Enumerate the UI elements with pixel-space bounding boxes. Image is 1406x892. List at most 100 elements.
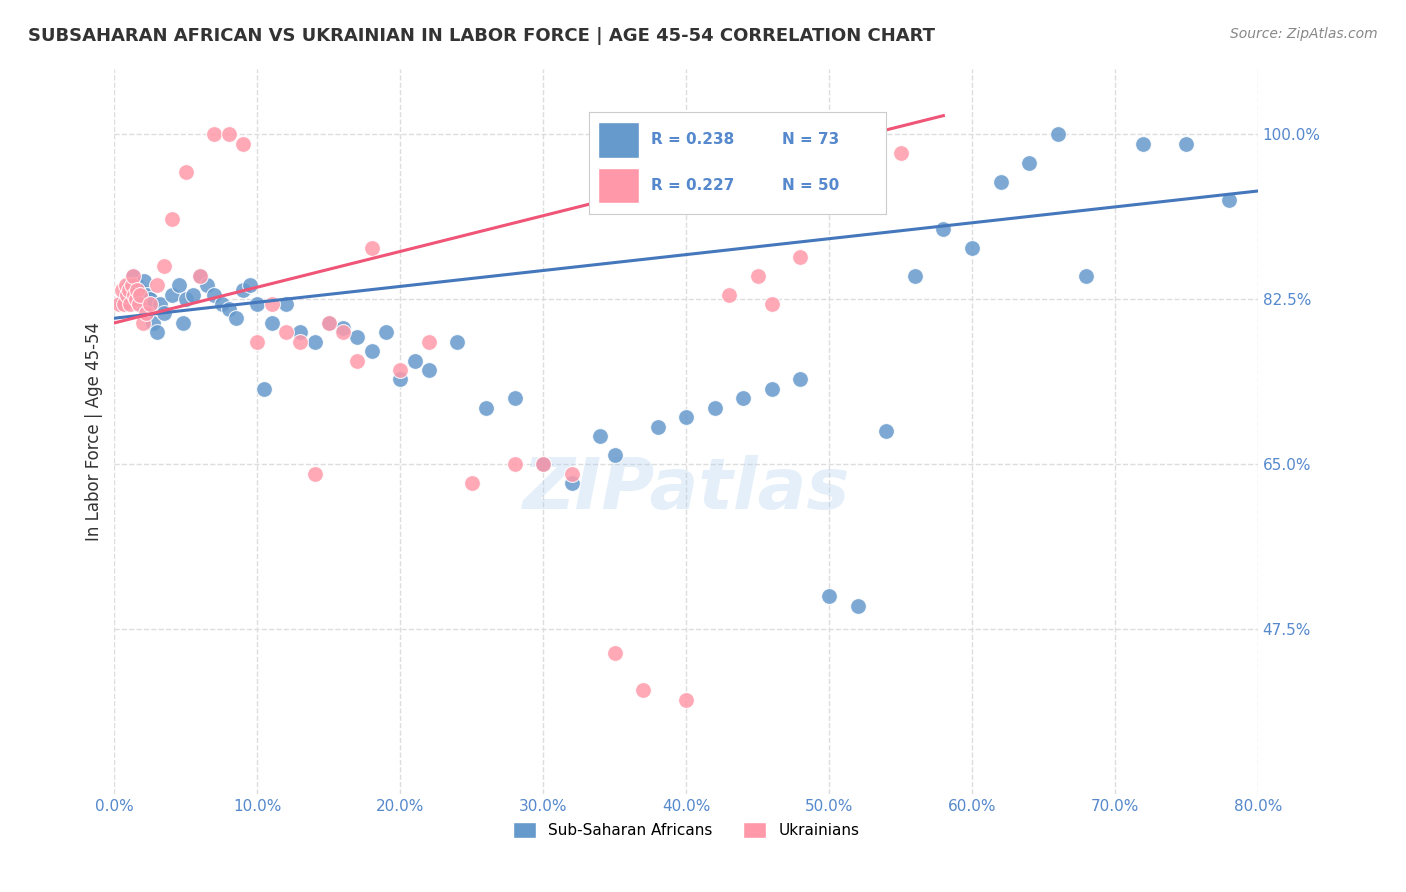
Point — [125, 293, 148, 307]
Point — [875, 424, 897, 438]
Point — [204, 287, 226, 301]
Point — [153, 260, 176, 274]
Point — [304, 467, 326, 481]
Point — [110, 297, 132, 311]
Point — [120, 297, 142, 311]
Point — [475, 401, 498, 415]
Point — [121, 278, 143, 293]
Point — [115, 278, 138, 293]
Point — [274, 297, 297, 311]
Point — [129, 287, 152, 301]
Point — [153, 306, 176, 320]
Point — [346, 353, 368, 368]
Point — [960, 241, 983, 255]
Point — [117, 287, 139, 301]
Point — [204, 128, 226, 142]
Point — [633, 683, 655, 698]
Point — [167, 278, 190, 293]
Point — [761, 382, 783, 396]
Point — [717, 287, 740, 301]
Point — [110, 283, 132, 297]
Point — [274, 326, 297, 340]
Point — [290, 334, 312, 349]
Point — [889, 146, 911, 161]
Text: Source: ZipAtlas.com: Source: ZipAtlas.com — [1230, 27, 1378, 41]
Point — [115, 287, 138, 301]
Point — [124, 293, 146, 307]
Point — [128, 297, 150, 311]
Text: ZIPatlas: ZIPatlas — [523, 455, 849, 524]
Point — [818, 589, 841, 603]
Point — [246, 297, 269, 311]
Point — [503, 392, 526, 406]
Point — [332, 320, 354, 334]
Point — [346, 330, 368, 344]
Point — [135, 297, 157, 311]
Point — [733, 392, 755, 406]
Point — [904, 268, 927, 283]
Point — [122, 268, 145, 283]
Point — [318, 316, 340, 330]
Point — [146, 278, 169, 293]
Point — [136, 287, 159, 301]
Point — [418, 363, 440, 377]
Point — [761, 297, 783, 311]
Point — [589, 429, 612, 443]
Y-axis label: In Labor Force | Age 45-54: In Labor Force | Age 45-54 — [86, 322, 103, 541]
Point — [118, 278, 141, 293]
Point — [531, 457, 554, 471]
Text: SUBSAHARAN AFRICAN VS UKRAINIAN IN LABOR FORCE | AGE 45-54 CORRELATION CHART: SUBSAHARAN AFRICAN VS UKRAINIAN IN LABOR… — [28, 27, 935, 45]
Point — [389, 363, 412, 377]
Point — [160, 287, 183, 301]
Point — [461, 476, 484, 491]
Point — [146, 326, 169, 340]
Point — [818, 175, 841, 189]
Point — [360, 344, 382, 359]
Point — [389, 372, 412, 386]
Point — [703, 401, 725, 415]
Point — [1218, 194, 1240, 208]
Point — [332, 326, 354, 340]
Point — [121, 283, 143, 297]
Point — [675, 693, 697, 707]
Point — [647, 419, 669, 434]
Point — [253, 382, 276, 396]
Point — [211, 297, 233, 311]
Point — [225, 311, 247, 326]
Point — [112, 297, 135, 311]
Point — [195, 278, 218, 293]
Point — [290, 326, 312, 340]
Point — [107, 297, 129, 311]
Point — [124, 287, 146, 301]
Point — [139, 293, 162, 307]
Point — [239, 278, 262, 293]
Point — [122, 268, 145, 283]
Point — [1046, 128, 1069, 142]
Point — [846, 165, 869, 179]
Point — [129, 283, 152, 297]
Point — [260, 297, 283, 311]
Point — [160, 212, 183, 227]
Point — [232, 136, 254, 151]
Point — [318, 316, 340, 330]
Point — [1132, 136, 1154, 151]
Point — [846, 599, 869, 613]
Point — [304, 334, 326, 349]
Point — [135, 306, 157, 320]
Point — [172, 316, 194, 330]
Point — [360, 241, 382, 255]
Point — [603, 448, 626, 462]
Point — [127, 283, 149, 297]
Point — [446, 334, 468, 349]
Point — [789, 250, 811, 264]
Point — [503, 457, 526, 471]
Point — [531, 457, 554, 471]
Point — [561, 476, 583, 491]
Point — [675, 410, 697, 425]
Point — [139, 297, 162, 311]
Point — [789, 372, 811, 386]
Point — [932, 221, 955, 235]
Point — [174, 165, 197, 179]
Point — [142, 316, 165, 330]
Point — [218, 128, 240, 142]
